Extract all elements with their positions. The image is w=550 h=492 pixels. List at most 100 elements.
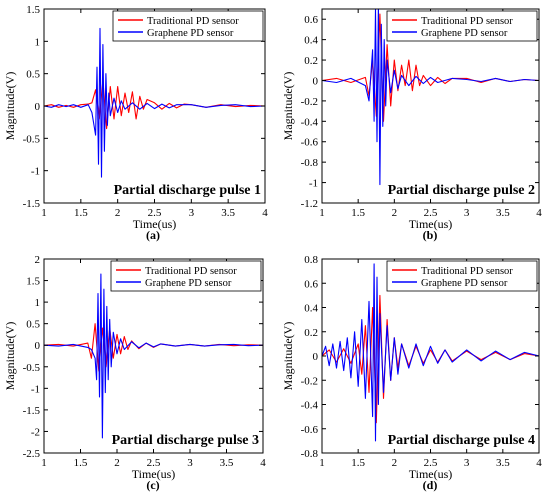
x-tick-label: 4 <box>536 457 542 469</box>
pulse-annotation: Partial discharge pulse 2 <box>388 183 535 198</box>
y-tick-label: 0.2 <box>304 55 318 67</box>
y-tick-label: -0.6 <box>301 137 319 149</box>
y-tick-label: -1.5 <box>23 405 41 417</box>
legend-box <box>386 10 538 42</box>
x-tick-label: 3.5 <box>221 207 235 219</box>
y-tick-label: -0.8 <box>301 157 319 169</box>
y-axis-label: Magnitude(V) <box>281 322 295 391</box>
x-tick-label: 1 <box>41 457 47 469</box>
chart-panel-3: 1 1.5 2 2.5 3 3.5 4 -2.5 -2 -1.5 -1 -0.5 0 0.5 1 1.5 2 Ti… <box>3 254 266 492</box>
y-tick-label: 0 <box>35 101 41 113</box>
legend-label-traditional: Traditional PD sensor <box>145 266 237 277</box>
legend-label-graphene: Graphene PD sensor <box>421 278 508 289</box>
y-tick-label: -1.5 <box>23 198 41 210</box>
y-tick-label: -0.4 <box>301 116 319 128</box>
legend-label-traditional: Traditional PD sensor <box>421 16 513 27</box>
y-axis-label: Magnitude(V) <box>281 72 295 141</box>
y-tick-label: -0.6 <box>301 424 319 436</box>
y-tick-label: 0 <box>35 340 41 352</box>
y-tick-label: 0.4 <box>304 303 318 315</box>
series-line-graphene <box>322 9 539 186</box>
legend-label-traditional: Traditional PD sensor <box>147 16 239 27</box>
x-tick-label: 1 <box>41 207 47 219</box>
legend-label-traditional: Traditional PD sensor <box>421 266 513 277</box>
y-tick-label: -0.2 <box>301 375 318 387</box>
x-tick-label: 2.5 <box>424 207 438 219</box>
x-axis-label: Time(us) <box>409 467 453 481</box>
y-tick-label: -0.5 <box>23 133 41 145</box>
y-tick-label: -2.5 <box>23 448 41 460</box>
y-tick-label: 0 <box>313 351 319 363</box>
y-tick-label: -0.2 <box>301 96 318 108</box>
x-tick-label: 3 <box>187 457 193 469</box>
series-line-graphene <box>44 27 265 178</box>
y-tick-label: -1.2 <box>301 198 318 210</box>
x-axis-label: Time(us) <box>133 217 177 231</box>
y-axis-label: Magnitude(V) <box>3 72 17 141</box>
x-tick-label: 2 <box>392 207 398 219</box>
y-tick-label: 0.6 <box>304 278 318 290</box>
x-tick-label: 3 <box>189 207 195 219</box>
x-tick-label: 1 <box>319 457 325 469</box>
x-tick-label: 3 <box>464 457 470 469</box>
y-tick-label: -1 <box>31 383 40 395</box>
series-line-traditional <box>322 294 539 424</box>
y-tick-label: 0.2 <box>304 327 318 339</box>
panel-label: (a) <box>146 228 160 242</box>
y-axis-label: Magnitude(V) <box>3 322 17 391</box>
x-tick-label: 3.5 <box>496 207 510 219</box>
y-tick-label: 2 <box>35 254 41 266</box>
x-tick-label: 4 <box>260 457 266 469</box>
panel-label: (d) <box>423 478 438 492</box>
x-tick-label: 2.5 <box>424 457 438 469</box>
y-tick-label: 1 <box>35 36 41 48</box>
pulse-annotation: Partial discharge pulse 3 <box>112 433 259 448</box>
legend-box <box>112 10 264 42</box>
x-tick-label: 4 <box>536 207 542 219</box>
y-tick-label: -1 <box>309 178 318 190</box>
panel-label: (c) <box>146 478 159 492</box>
panel-label: (b) <box>423 228 438 242</box>
x-tick-label: 2.5 <box>147 457 161 469</box>
x-axis-label: Time(us) <box>132 467 176 481</box>
x-tick-label: 2.5 <box>148 207 162 219</box>
x-tick-label: 3.5 <box>220 457 234 469</box>
y-tick-label: -2 <box>31 426 40 438</box>
legend-label-graphene: Graphene PD sensor <box>421 28 508 39</box>
x-tick-label: 4 <box>262 207 268 219</box>
y-tick-label: -0.5 <box>23 362 41 374</box>
y-tick-label: 1 <box>35 297 41 309</box>
pulse-annotation: Partial discharge pulse 4 <box>388 433 535 448</box>
x-tick-label: 1.5 <box>74 457 88 469</box>
y-tick-label: -0.8 <box>301 448 319 460</box>
chart-panel-1: 1 1.5 2 2.5 3 3.5 4 -1.5 -1 -0.5 0 0.5 1 1.5 Time(us) M… <box>3 4 268 242</box>
x-tick-label: 1.5 <box>351 207 365 219</box>
legend-label-graphene: Graphene PD sensor <box>147 28 234 39</box>
x-tick-label: 2 <box>392 457 398 469</box>
pulse-annotation: Partial discharge pulse 1 <box>114 183 261 198</box>
series-line-graphene <box>44 273 263 439</box>
series-line-graphene <box>322 263 539 442</box>
x-tick-label: 2 <box>114 457 120 469</box>
chart-panel-4: 1 1.5 2 2.5 3 3.5 4 -0.8 -0.6 -0.4 -0.2 0 0.2 0.4 0.6 0… <box>281 254 542 492</box>
legend-box <box>110 260 262 292</box>
x-tick-label: 1.5 <box>74 207 88 219</box>
y-tick-label: 0.5 <box>26 69 40 81</box>
y-tick-label: 0 <box>313 75 319 87</box>
y-tick-label: 0.8 <box>304 254 318 266</box>
x-tick-label: 1.5 <box>351 457 365 469</box>
y-tick-label: -1 <box>31 166 40 178</box>
x-tick-label: 3 <box>464 207 470 219</box>
x-axis-label: Time(us) <box>409 217 453 231</box>
legend-box <box>386 260 538 292</box>
x-tick-label: 2 <box>115 207 121 219</box>
y-tick-label: 1.5 <box>26 276 40 288</box>
y-tick-label: 0.5 <box>26 319 40 331</box>
chart-panel-2: 1 1.5 2 2.5 3 3.5 4 -1.2 -1 -0.8 -0.6 -0.4 -0.2 0 0.2 0… <box>281 8 542 242</box>
y-tick-label: -0.4 <box>301 400 319 412</box>
